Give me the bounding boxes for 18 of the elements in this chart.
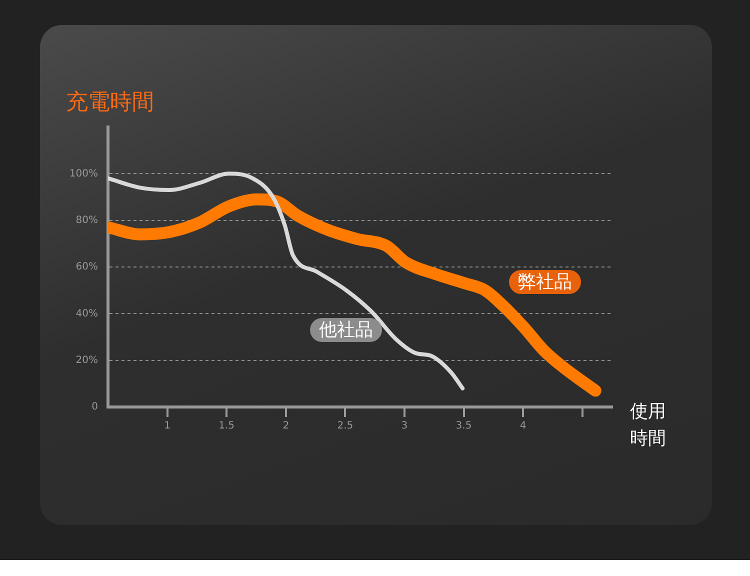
y-tick-label: 20% — [76, 354, 98, 366]
y-tick-label: 80% — [76, 214, 98, 226]
x-tick-label: 3 — [401, 420, 408, 432]
x-tick-label: 3.5 — [456, 420, 472, 432]
y-tick-label: 100% — [69, 168, 98, 180]
line-series — [108, 172, 465, 390]
x-axis-title: 使用時間 — [630, 401, 666, 449]
series-label: 他社品 — [319, 320, 373, 341]
y-tick-label: 0 — [92, 402, 98, 413]
y-axis-title: 充電時間 — [66, 90, 154, 115]
x-tick-label: 1.5 — [218, 420, 235, 432]
x-tick-label: 2.5 — [337, 420, 354, 432]
series-label: 弊社品 — [518, 272, 572, 293]
y-tick-label: 60% — [76, 262, 98, 273]
y-tick-label: 40% — [76, 308, 98, 320]
x-tick-label: 2 — [282, 420, 290, 432]
x-tick-label: 4 — [520, 420, 526, 432]
x-tick-label: 1 — [164, 420, 170, 432]
